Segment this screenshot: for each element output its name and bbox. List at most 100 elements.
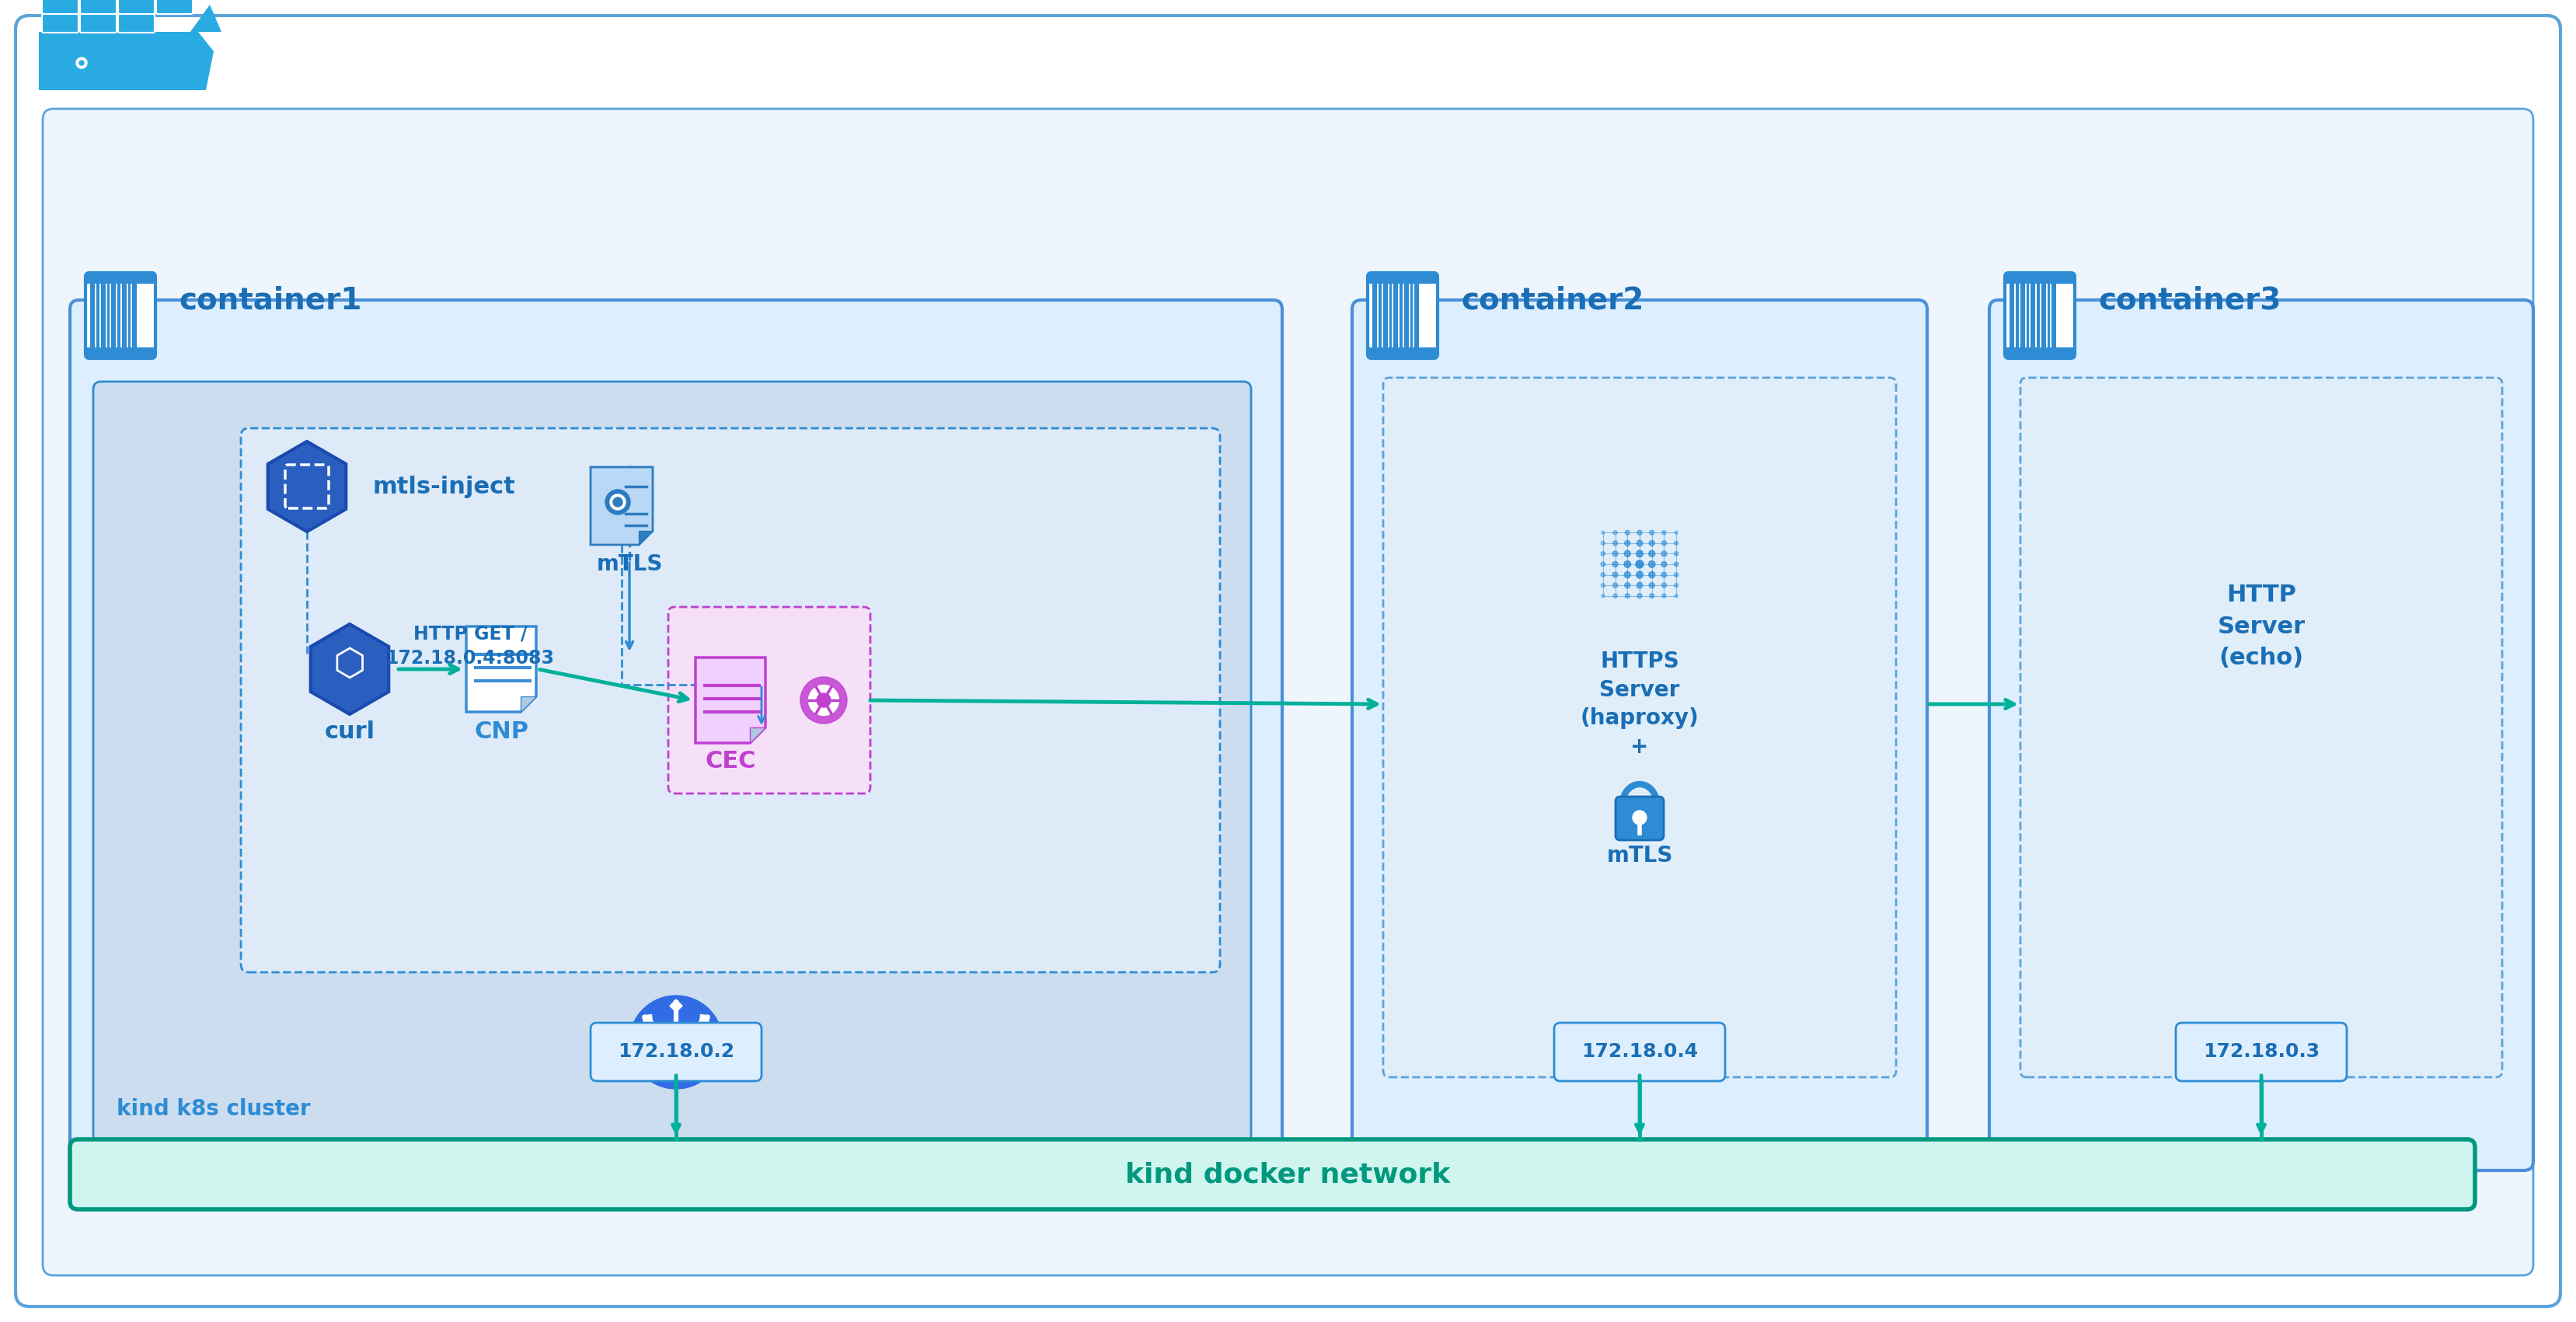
- Bar: [131, 284, 137, 348]
- FancyBboxPatch shape: [1352, 300, 1927, 1170]
- Circle shape: [611, 494, 626, 510]
- Text: HTTP
Server
(echo): HTTP Server (echo): [2218, 584, 2306, 669]
- FancyBboxPatch shape: [2004, 272, 2074, 358]
- Text: curl: curl: [325, 720, 376, 743]
- Circle shape: [1662, 541, 1667, 546]
- Bar: [2030, 284, 2035, 348]
- Bar: [1383, 284, 1388, 348]
- Circle shape: [605, 489, 631, 514]
- Circle shape: [1662, 551, 1667, 557]
- Circle shape: [1674, 551, 1680, 555]
- Text: mTLS: mTLS: [595, 554, 662, 575]
- Circle shape: [1625, 541, 1631, 546]
- Circle shape: [662, 1029, 690, 1055]
- Text: ⬡: ⬡: [332, 646, 366, 683]
- FancyBboxPatch shape: [93, 382, 1252, 1144]
- Circle shape: [1636, 571, 1643, 578]
- FancyBboxPatch shape: [80, 15, 116, 33]
- Polygon shape: [696, 657, 765, 743]
- Text: container3: container3: [2097, 286, 2280, 315]
- Circle shape: [80, 61, 85, 65]
- Circle shape: [1625, 594, 1631, 599]
- Circle shape: [1674, 531, 1677, 534]
- Polygon shape: [312, 624, 389, 714]
- Circle shape: [1602, 531, 1605, 534]
- Circle shape: [77, 58, 88, 69]
- Text: CEC: CEC: [706, 750, 755, 772]
- Circle shape: [1649, 571, 1654, 578]
- Circle shape: [1649, 594, 1654, 599]
- FancyBboxPatch shape: [41, 0, 77, 15]
- Circle shape: [1602, 583, 1605, 587]
- Circle shape: [1600, 572, 1605, 576]
- Bar: [1414, 284, 1419, 348]
- Circle shape: [801, 677, 848, 723]
- FancyBboxPatch shape: [118, 15, 155, 33]
- Bar: [100, 284, 106, 348]
- Circle shape: [1636, 561, 1643, 568]
- Text: kind docker network: kind docker network: [1126, 1161, 1450, 1187]
- Bar: [121, 284, 126, 348]
- FancyBboxPatch shape: [80, 0, 116, 15]
- Text: 172.18.0.3: 172.18.0.3: [2202, 1043, 2318, 1062]
- Bar: [1404, 284, 1409, 348]
- Bar: [2004, 275, 2074, 284]
- FancyBboxPatch shape: [70, 1140, 2476, 1210]
- Circle shape: [1649, 561, 1656, 567]
- Circle shape: [629, 995, 724, 1089]
- Circle shape: [1674, 583, 1677, 587]
- Polygon shape: [639, 531, 652, 545]
- Bar: [1368, 275, 1437, 284]
- Polygon shape: [191, 5, 222, 32]
- Circle shape: [1649, 550, 1654, 557]
- Bar: [95, 284, 100, 348]
- Text: 172.18.0.4: 172.18.0.4: [1582, 1043, 1698, 1062]
- Circle shape: [1623, 561, 1631, 567]
- Polygon shape: [268, 442, 345, 531]
- FancyBboxPatch shape: [2020, 378, 2501, 1077]
- FancyBboxPatch shape: [667, 607, 871, 793]
- Circle shape: [1613, 530, 1618, 534]
- Bar: [85, 348, 155, 357]
- Bar: [2050, 284, 2056, 348]
- Bar: [2038, 284, 2040, 348]
- Circle shape: [817, 693, 829, 707]
- Circle shape: [1613, 562, 1618, 567]
- Polygon shape: [466, 627, 536, 713]
- Bar: [1399, 284, 1401, 348]
- Circle shape: [1613, 583, 1618, 588]
- Circle shape: [1625, 571, 1631, 578]
- Circle shape: [1613, 594, 1618, 598]
- Text: CNP: CNP: [474, 720, 528, 743]
- Bar: [2040, 284, 2045, 348]
- FancyBboxPatch shape: [1615, 797, 1664, 841]
- Circle shape: [1674, 594, 1677, 598]
- Circle shape: [1633, 810, 1646, 825]
- Polygon shape: [590, 467, 652, 545]
- Circle shape: [1649, 583, 1654, 588]
- Circle shape: [1613, 541, 1618, 546]
- Text: 172.18.0.2: 172.18.0.2: [618, 1043, 734, 1062]
- FancyBboxPatch shape: [242, 428, 1221, 972]
- FancyBboxPatch shape: [118, 0, 155, 15]
- Polygon shape: [520, 697, 536, 713]
- Circle shape: [1674, 562, 1680, 566]
- Text: HTTPS
Server
(haproxy)
+: HTTPS Server (haproxy) +: [1579, 650, 1700, 758]
- Circle shape: [1602, 594, 1605, 598]
- Circle shape: [613, 497, 623, 506]
- Circle shape: [1649, 541, 1654, 546]
- Circle shape: [1636, 550, 1643, 557]
- Circle shape: [1636, 541, 1643, 546]
- Polygon shape: [39, 32, 214, 90]
- Circle shape: [1625, 583, 1631, 588]
- Bar: [1368, 348, 1437, 357]
- Circle shape: [1602, 541, 1605, 545]
- Circle shape: [1662, 572, 1667, 578]
- FancyBboxPatch shape: [590, 1023, 762, 1081]
- Bar: [85, 275, 155, 284]
- Text: kind k8s cluster: kind k8s cluster: [116, 1099, 312, 1120]
- Text: mtls-inject: mtls-inject: [374, 475, 515, 498]
- Circle shape: [1662, 583, 1667, 588]
- Bar: [1378, 284, 1381, 348]
- Circle shape: [1613, 551, 1618, 557]
